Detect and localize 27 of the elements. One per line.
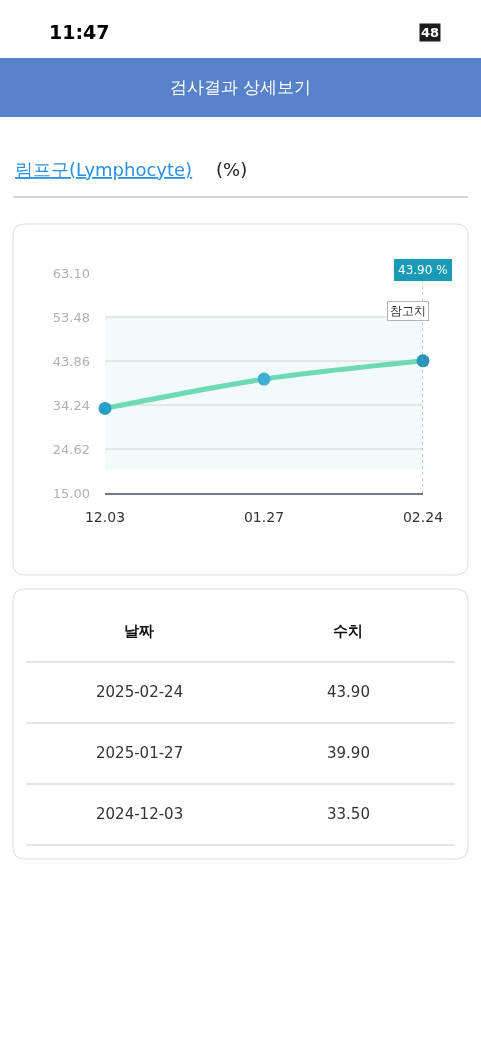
y-tick-label: 53.48 [52, 309, 90, 325]
y-tick-label: 15.00 [52, 485, 90, 501]
chart-title: 검사결과 상세보기 [169, 76, 312, 97]
chart-subtitle: 림프구(Lymphocyte) [15, 159, 193, 180]
y-tick-label: 24.62 [52, 441, 90, 457]
point [257, 372, 271, 386]
text: 2024-12-03 [96, 805, 184, 823]
point [416, 354, 430, 368]
band-label: 참고치 [390, 304, 426, 318]
text: 33.50 [327, 805, 370, 823]
x-tick-label: 02.24 [402, 508, 444, 525]
text: 48 [421, 25, 440, 40]
y-axis-title: (%) [216, 159, 248, 180]
y-tick-label: 34.24 [52, 397, 90, 413]
x-tick-label: 01.27 [243, 508, 285, 525]
text: 수치 [333, 622, 363, 640]
text: 날짜 [124, 622, 154, 640]
text: 43.90 [327, 683, 370, 701]
x-tick-label: 12.03 [84, 508, 126, 525]
text: 2025-01-27 [96, 744, 184, 762]
text: 39.90 [327, 744, 370, 762]
ref-line-label: 43.90 % [398, 263, 448, 277]
text: 2025-02-24 [96, 683, 184, 701]
text: 11:47 [49, 21, 110, 43]
y-tick-label: 63.10 [52, 265, 90, 281]
point [98, 401, 112, 415]
y-tick-label: 43.86 [52, 353, 90, 369]
